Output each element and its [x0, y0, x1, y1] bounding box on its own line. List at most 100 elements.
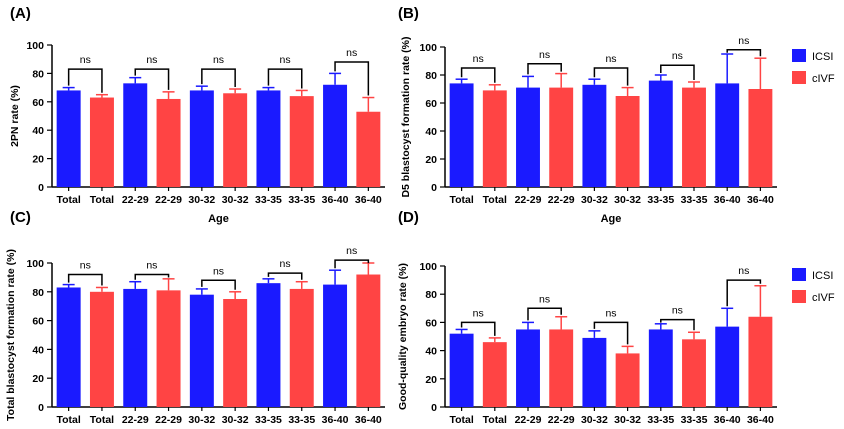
x-tick-label: Total: [449, 194, 473, 206]
bar-icsi: [256, 283, 281, 407]
panel-label: (D): [398, 209, 419, 226]
legend-label: cIVF: [812, 73, 835, 85]
bar-civf: [156, 98, 181, 187]
x-tick-label: 22-29: [155, 194, 182, 206]
bar-icsi: [323, 284, 348, 407]
significance-bracket: [527, 307, 562, 321]
x-tick-label: 30-32: [581, 414, 608, 426]
significance-bracket: [67, 68, 103, 93]
bar-icsi: [189, 294, 214, 407]
x-tick-label: 22-29: [548, 414, 575, 426]
bar-civf: [482, 342, 507, 407]
bar-icsi: [449, 333, 474, 407]
bar-civf: [289, 96, 314, 187]
legend-label: cIVF: [812, 292, 835, 304]
x-tick-label: 22-29: [122, 194, 149, 206]
significance-label: ns: [80, 54, 91, 66]
x-tick-label: 22-29: [515, 414, 542, 426]
significance-label: ns: [605, 307, 616, 319]
bar-icsi: [256, 90, 281, 187]
y-tick-label: 40: [32, 125, 44, 137]
x-tick-label: 36-40: [714, 414, 741, 426]
y-tick-label: 0: [38, 182, 44, 194]
bar-civf: [549, 329, 574, 407]
bar-civf: [682, 87, 706, 187]
y-axis-title: 2PN rate (%): [9, 85, 21, 147]
x-tick-label: 30-32: [581, 194, 608, 206]
bar-civf: [223, 299, 248, 407]
y-tick-label: 40: [425, 126, 437, 138]
x-tick-label: 30-32: [614, 194, 641, 206]
chart-panel-a: (A) 0 20 40 60 80 100 2PN rate (%) Total Total 22-…: [9, 5, 385, 225]
y-axis-title: Total blastocyst formation rate (%): [5, 249, 17, 421]
x-tick-label: 36-40: [747, 414, 774, 426]
significance-label: ns: [280, 258, 291, 270]
x-tick-label: Total: [90, 194, 114, 206]
significance-label: ns: [213, 54, 224, 66]
significance-label: ns: [738, 265, 749, 277]
bar-civf: [223, 93, 248, 187]
y-tick-label: 80: [425, 70, 437, 82]
y-tick-label: 20: [425, 374, 437, 386]
significance-bracket: [593, 67, 629, 86]
bar-icsi: [123, 288, 148, 407]
bar-icsi: [56, 90, 81, 187]
bar-civf: [748, 89, 773, 187]
legend-label: ICSI: [812, 270, 833, 282]
significance-bracket: [267, 272, 303, 280]
x-tick-label: 30-32: [188, 414, 215, 426]
bar-civf: [156, 290, 181, 407]
x-tick-label: 33-35: [647, 194, 674, 206]
bar-icsi: [648, 80, 673, 187]
y-tick-label: 40: [32, 344, 44, 356]
panel-label: (B): [398, 5, 419, 22]
legend-swatch-icsi: [792, 268, 806, 281]
bar-icsi: [582, 337, 607, 407]
significance-bracket: [460, 321, 496, 336]
y-tick-label: 0: [431, 402, 437, 414]
bar-civf: [615, 353, 640, 407]
significance-label: ns: [539, 49, 550, 61]
x-tick-label: 22-29: [548, 194, 575, 206]
significance-label: ns: [146, 54, 157, 66]
chart-panel-c: (C) 0 20 40 60 80 100 Total blastocyst formatio…: [5, 209, 385, 426]
panel-label: (A): [10, 5, 31, 22]
y-tick-label: 40: [425, 346, 437, 358]
significance-label: ns: [672, 305, 683, 317]
y-tick-label: 80: [425, 289, 437, 301]
bar-civf: [482, 90, 507, 187]
bar-icsi: [516, 87, 540, 187]
bar-icsi: [648, 329, 673, 407]
bar-icsi: [123, 83, 148, 187]
significance-bracket: [134, 273, 170, 280]
x-tick-label: Total: [483, 414, 507, 426]
bar-civf: [682, 339, 706, 407]
bar-icsi: [582, 84, 607, 187]
x-tick-label: 33-35: [288, 194, 315, 206]
significance-bracket: [726, 279, 762, 307]
x-tick-label: 36-40: [322, 414, 349, 426]
significance-label: ns: [473, 53, 484, 65]
bar-civf: [89, 291, 114, 407]
bar-icsi: [516, 329, 540, 407]
y-tick-label: 80: [32, 68, 44, 80]
significance-label: ns: [738, 35, 749, 47]
bar-civf: [748, 316, 773, 407]
x-tick-label: 30-32: [188, 194, 215, 206]
bar-icsi: [715, 326, 740, 407]
legend-swatch-civf: [792, 290, 806, 303]
y-tick-label: 20: [32, 373, 44, 385]
significance-label: ns: [605, 53, 616, 65]
significance-label: ns: [80, 260, 91, 272]
y-tick-label: 80: [32, 287, 44, 299]
significance-bracket: [267, 68, 303, 89]
legend-swatch-civf: [792, 71, 806, 84]
y-tick-label: 100: [26, 40, 44, 52]
chart-panel-d: (D) 0 20 40 60 80 100 Good-quality embryo rate …: [397, 209, 835, 426]
x-tick-label: 33-35: [255, 194, 282, 206]
x-tick-label: Total: [56, 194, 80, 206]
significance-label: ns: [539, 293, 550, 305]
y-tick-label: 20: [32, 154, 44, 166]
bar-civf: [549, 87, 574, 187]
